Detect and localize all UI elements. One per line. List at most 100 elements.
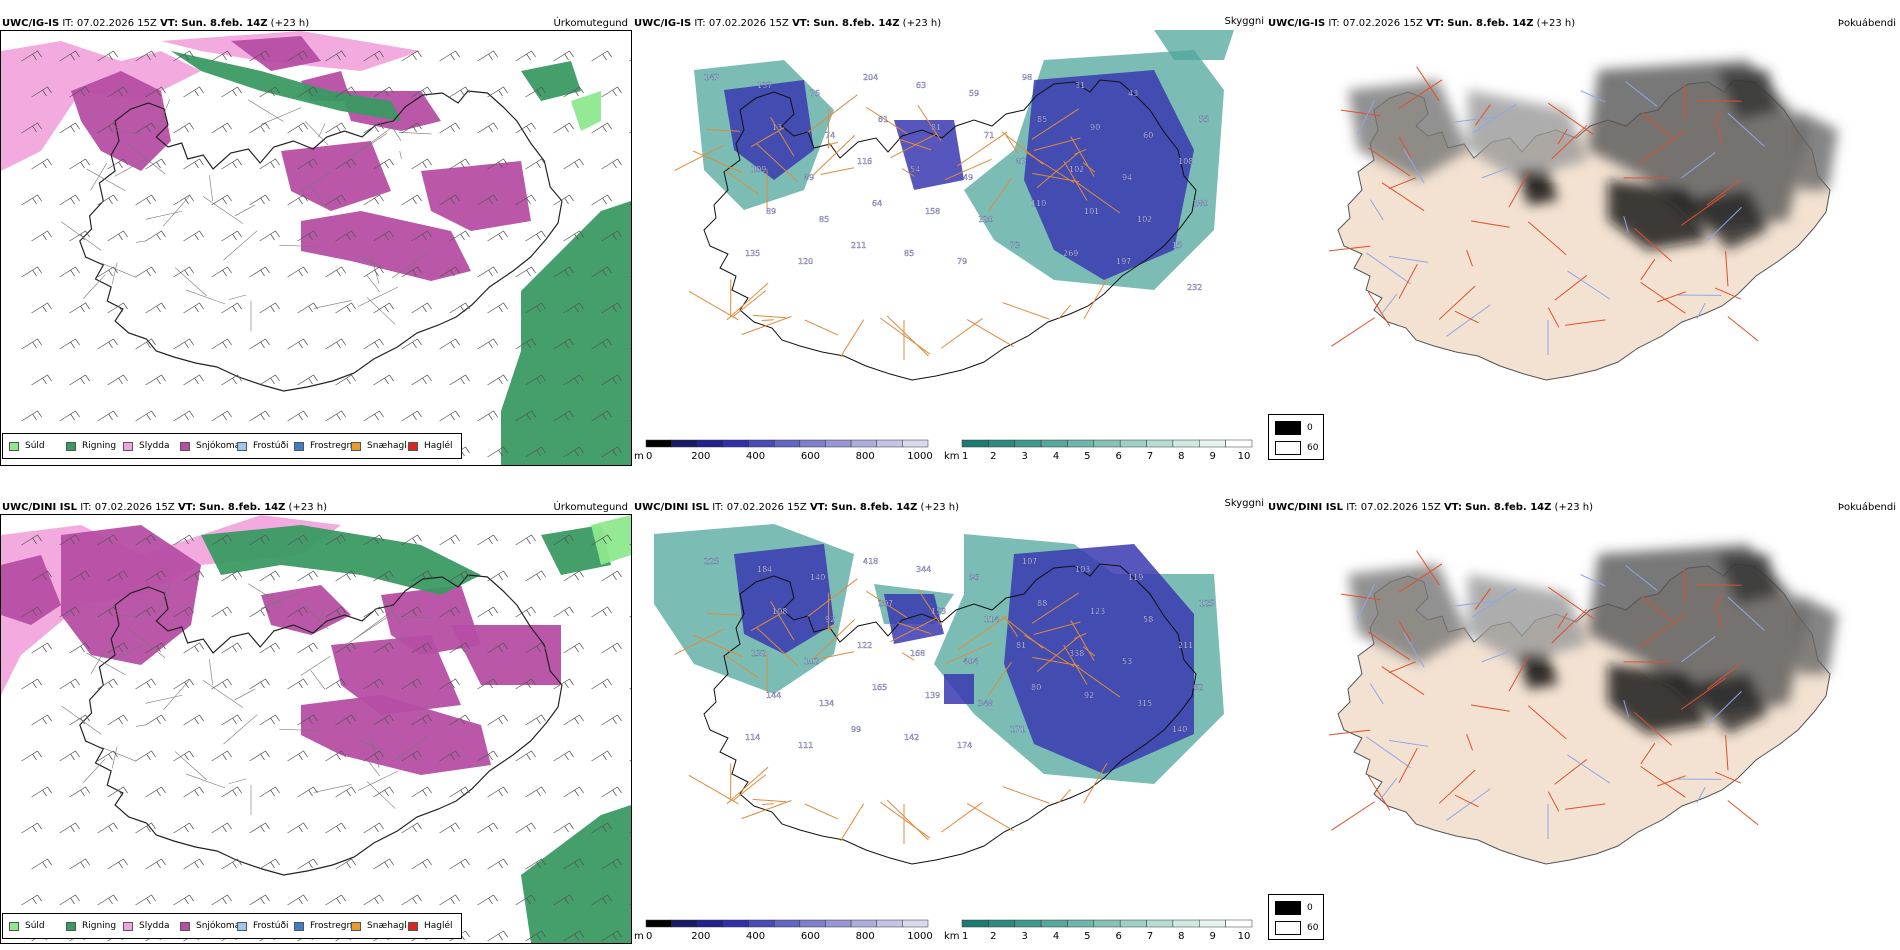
- legend-item-snæhagl: Snæhagl: [351, 921, 407, 931]
- fog-index-key: 0 60: [1268, 894, 1324, 940]
- colorbar-tick: 6: [1115, 451, 1121, 462]
- visibility-value-label: 204: [863, 73, 878, 82]
- visibility-value-label: 315: [1137, 699, 1152, 708]
- visibility-value-label: 90: [1090, 123, 1100, 132]
- legend-item-frostúði: Frostúði: [237, 441, 288, 451]
- colorbar-step: [799, 439, 826, 448]
- visibility-value-label: 122: [857, 641, 872, 650]
- colorbar-tick: 7: [1147, 451, 1153, 462]
- colorbar-tick: 10: [1238, 931, 1251, 942]
- colorbar-tick: 2: [990, 451, 996, 462]
- colorbar-step: [1225, 919, 1253, 928]
- panel2-title: Skyggni: [1224, 498, 1264, 509]
- legend-item-snæhagl: Snæhagl: [351, 441, 407, 451]
- colorbar-step: [773, 919, 801, 928]
- visibility-value-label: 64: [872, 199, 882, 208]
- visibility-value-label: 123: [1090, 607, 1105, 616]
- precip-type-map-bottom: [0, 514, 632, 944]
- colorbar-step: [1093, 439, 1121, 448]
- colorbar-cloud-base: m 0 200 400 600 800 1000: [634, 918, 938, 942]
- colorbar-step: [1146, 919, 1174, 928]
- legend-swatch: [180, 921, 190, 931]
- visibility-map-top: 147 137 75 204 63 59 98 31 43 55 13 74 61 81 71 85 90 60 1…: [634, 30, 1264, 430]
- legend-label: Rigning: [82, 441, 117, 451]
- legend-swatch: [351, 921, 361, 931]
- visibility-value-label: 140: [810, 573, 825, 582]
- visibility-value-label: 197: [1116, 257, 1131, 266]
- colorbar-step: [773, 439, 801, 448]
- visibility-value-label: 102: [1137, 215, 1152, 224]
- colorbar-tick: 7: [1147, 931, 1153, 942]
- visibility-value-label: 99: [851, 725, 861, 734]
- visibility-value-label: 132: [751, 649, 766, 658]
- colorbar-step: [1067, 439, 1095, 448]
- colorbar-tick: 1000: [907, 931, 932, 942]
- visibility-value-label: 107: [1022, 557, 1037, 566]
- visibility-map-svg: 147 137 75 204 63 59 98 31 43 55 13 74 61 81 71 85 90 60 1…: [674, 30, 1234, 381]
- fog-map-svg: [1328, 60, 1838, 381]
- legend-label: Snæhagl: [367, 441, 407, 451]
- visibility-value-label: 111: [798, 741, 813, 750]
- legend-item-slydda: Slydda: [123, 441, 169, 451]
- visibility-value-label: 92: [1084, 691, 1094, 700]
- legend-label: Rigning: [82, 921, 117, 931]
- colorbar-tick: 200: [691, 451, 710, 462]
- legend-item-frostregn: Frostregn: [294, 921, 352, 931]
- legend-label: Súld: [25, 441, 45, 451]
- visibility-value-label: 79: [957, 257, 967, 266]
- colorbar-unit: km: [944, 931, 960, 942]
- colorbar-step: [1014, 919, 1042, 928]
- legend-swatch: [408, 441, 418, 451]
- visibility-value-label: 211: [1178, 641, 1193, 650]
- precip-map-svg: [1, 31, 631, 465]
- visibility-value-label: 85: [819, 215, 829, 224]
- colorbar-tick: 1: [962, 451, 968, 462]
- colorbar-tick: 0: [646, 931, 652, 942]
- visibility-value-label: 31: [1075, 81, 1085, 90]
- colorbar-step: [902, 439, 929, 448]
- colorbar-svg: m 0 200 400 600 800 1000: [634, 919, 933, 942]
- legend-label: Frostúði: [253, 921, 289, 931]
- colorbar-step: [799, 919, 826, 928]
- visibility-value-label: 102: [1069, 165, 1084, 174]
- fog-key-light-label: 60: [1307, 923, 1319, 933]
- colorbar-visibility: km 1 2 3 4 5 6 7 8 9 10: [944, 918, 1262, 942]
- colorbar-tick: 200: [691, 931, 710, 942]
- colorbar-tick: 9: [1209, 931, 1215, 942]
- fog-key-dark-label: 0: [1307, 423, 1313, 433]
- colorbar-visibility: km 1 2 3 4 5 6 7 8 9 10: [944, 438, 1262, 462]
- legend-swatch: [9, 441, 19, 451]
- visibility-value-label: 168: [910, 649, 925, 658]
- visibility-value-label: 101: [1084, 207, 1099, 216]
- visibility-value-label: 108: [772, 607, 787, 616]
- colorbar-step: [722, 439, 749, 448]
- colorbar-tick: 400: [746, 451, 765, 462]
- visibility-value-label: 344: [916, 565, 931, 574]
- colorbar-unit: m: [634, 931, 644, 942]
- legend-label: Haglél: [424, 441, 453, 451]
- legend-swatch: [237, 921, 247, 931]
- visibility-value-label: 74: [825, 131, 835, 140]
- visibility-map-bottom: 225 184 140 418 344 96 107 103 119 125 108 92 297 153…: [634, 514, 1264, 914]
- visibility-value-label: 269: [1063, 249, 1078, 258]
- colorbar-cloud-base: m 0 200 400 600 800 1000: [634, 438, 938, 462]
- panel1-header: UWC/DINI ISL IT: 07.02.2026 15Z VT: Sun.…: [2, 502, 327, 513]
- visibility-value-label: 297: [878, 599, 893, 608]
- legend-item-snjókoma: Snjókoma: [180, 441, 240, 451]
- legend-swatch: [180, 441, 190, 451]
- legend-item-frostúði: Frostúði: [237, 921, 288, 931]
- legend-swatch: [66, 441, 76, 451]
- visibility-value-label: 103: [1075, 565, 1090, 574]
- visibility-value-label: 137: [757, 81, 772, 90]
- visibility-value-label: 71: [984, 131, 994, 140]
- legend-label: Slydda: [139, 441, 170, 451]
- visibility-value-label: 96: [969, 573, 979, 582]
- colorbar-tick: 3: [1021, 931, 1027, 942]
- visibility-value-label: 54: [910, 165, 920, 174]
- colorbar-step: [1014, 439, 1042, 448]
- colorbar-step: [671, 919, 698, 928]
- visibility-value-label: 55: [1199, 115, 1209, 124]
- visibility-value-label: 60: [1143, 131, 1153, 140]
- colorbar-step: [722, 919, 749, 928]
- visibility-value-label: 114: [745, 733, 760, 742]
